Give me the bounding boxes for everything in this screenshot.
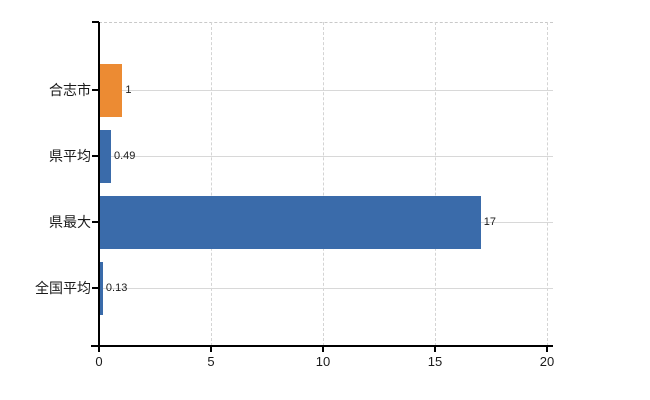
x-tick-label: 5 [207,354,215,369]
y-axis-top-cap [92,21,99,23]
x-axis-tick [322,346,324,352]
category-label: 全国平均 [35,280,91,296]
y-gridline [99,288,553,289]
y-axis-line [98,22,100,352]
value-label: 0.49 [113,150,136,162]
y-axis-tick [92,89,99,91]
value-label: 0.13 [105,282,128,294]
x-tick-label: 10 [315,354,331,369]
bar-合志市 [100,63,123,117]
y-axis-tick [92,155,99,157]
y-gridline [99,156,553,157]
x-gridline [323,22,324,346]
value-label: 1 [125,84,132,96]
y-gridline [99,90,553,91]
value-label: 17 [483,216,497,228]
bar-県平均 [100,129,111,183]
x-gridline [211,22,212,346]
x-tick-label: 0 [95,354,103,369]
y-axis-tick [92,287,99,289]
x-axis-line [91,345,553,347]
x-tick-label: 15 [427,354,443,369]
category-label: 県最大 [49,214,91,230]
plot-top-border [99,22,553,23]
category-label: 合志市 [49,82,91,98]
bar-全国平均 [100,261,103,315]
x-axis-tick [434,346,436,352]
x-gridline [547,22,548,346]
y-axis-tick [92,221,99,223]
x-gridline [435,22,436,346]
x-axis-tick [546,346,548,352]
bar-県最大 [100,195,481,249]
category-label: 県平均 [49,148,91,164]
x-axis-tick [210,346,212,352]
x-tick-label: 20 [539,354,555,369]
